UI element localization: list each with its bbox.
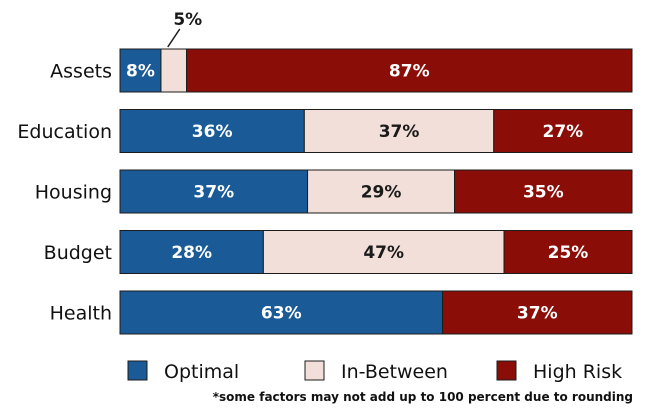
bar-budget-optimal (119, 230, 264, 274)
bar-education-in-between (303, 109, 495, 153)
bar-budget-high-risk (503, 230, 633, 274)
bar-education-optimal (119, 109, 305, 153)
data-label-education-high-risk: 27% (543, 122, 584, 142)
data-label-health-optimal: 63% (261, 304, 302, 324)
data-label-health-high-risk: 37% (517, 304, 558, 324)
data-label-budget-in-between: 47% (363, 243, 404, 263)
data-label-education-in-between: 37% (379, 122, 420, 142)
data-label-housing-optimal: 37% (193, 183, 234, 203)
legend-label-optimal: Optimal (164, 361, 239, 383)
legend-swatch-optimal (127, 360, 148, 381)
bars-group: Assets 8% 87% Education 36% 37% 27% Housing 37% 2… (17, 48, 633, 335)
category-label-budget: Budget (44, 242, 112, 264)
data-label-assets-high-risk: 87% (389, 62, 430, 82)
legend-swatch-high-risk (496, 360, 517, 381)
data-label-housing-high-risk: 35% (523, 183, 564, 203)
data-label-assets-optimal: 8% (126, 62, 155, 82)
bar-education-high-risk (493, 109, 633, 153)
data-label-housing-in-between: 29% (361, 183, 402, 203)
bar-budget-in-between (262, 230, 505, 274)
bar-housing-optimal (119, 169, 309, 214)
data-label-budget-optimal: 28% (171, 243, 212, 263)
bar-housing-high-risk (454, 169, 633, 214)
data-label-education-optimal: 36% (192, 122, 233, 142)
bar-assets-optimal (119, 48, 162, 93)
category-label-assets: Assets (50, 61, 112, 83)
data-label-assets-in-between: 5% (173, 10, 202, 30)
category-label-health: Health (50, 303, 112, 325)
bar-health-high-risk (442, 290, 633, 335)
legend-swatch-in-between (304, 360, 325, 381)
bar-assets-in-between (160, 48, 188, 93)
category-label-education: Education (17, 121, 112, 143)
bar-assets-high-risk (186, 48, 633, 93)
footnote: *some factors may not add up to 100 perc… (213, 390, 633, 404)
bar-housing-in-between (307, 169, 456, 214)
callout-line-assets-in-between (167, 28, 181, 48)
legend: Optimal In-Between High Risk (127, 360, 622, 383)
bar-health-optimal (119, 290, 444, 335)
legend-label-in-between: In-Between (341, 361, 448, 383)
data-label-budget-high-risk: 25% (548, 243, 589, 263)
category-label-housing: Housing (35, 182, 112, 204)
callout-group: 5% (167, 10, 202, 48)
legend-label-high-risk: High Risk (533, 361, 622, 383)
